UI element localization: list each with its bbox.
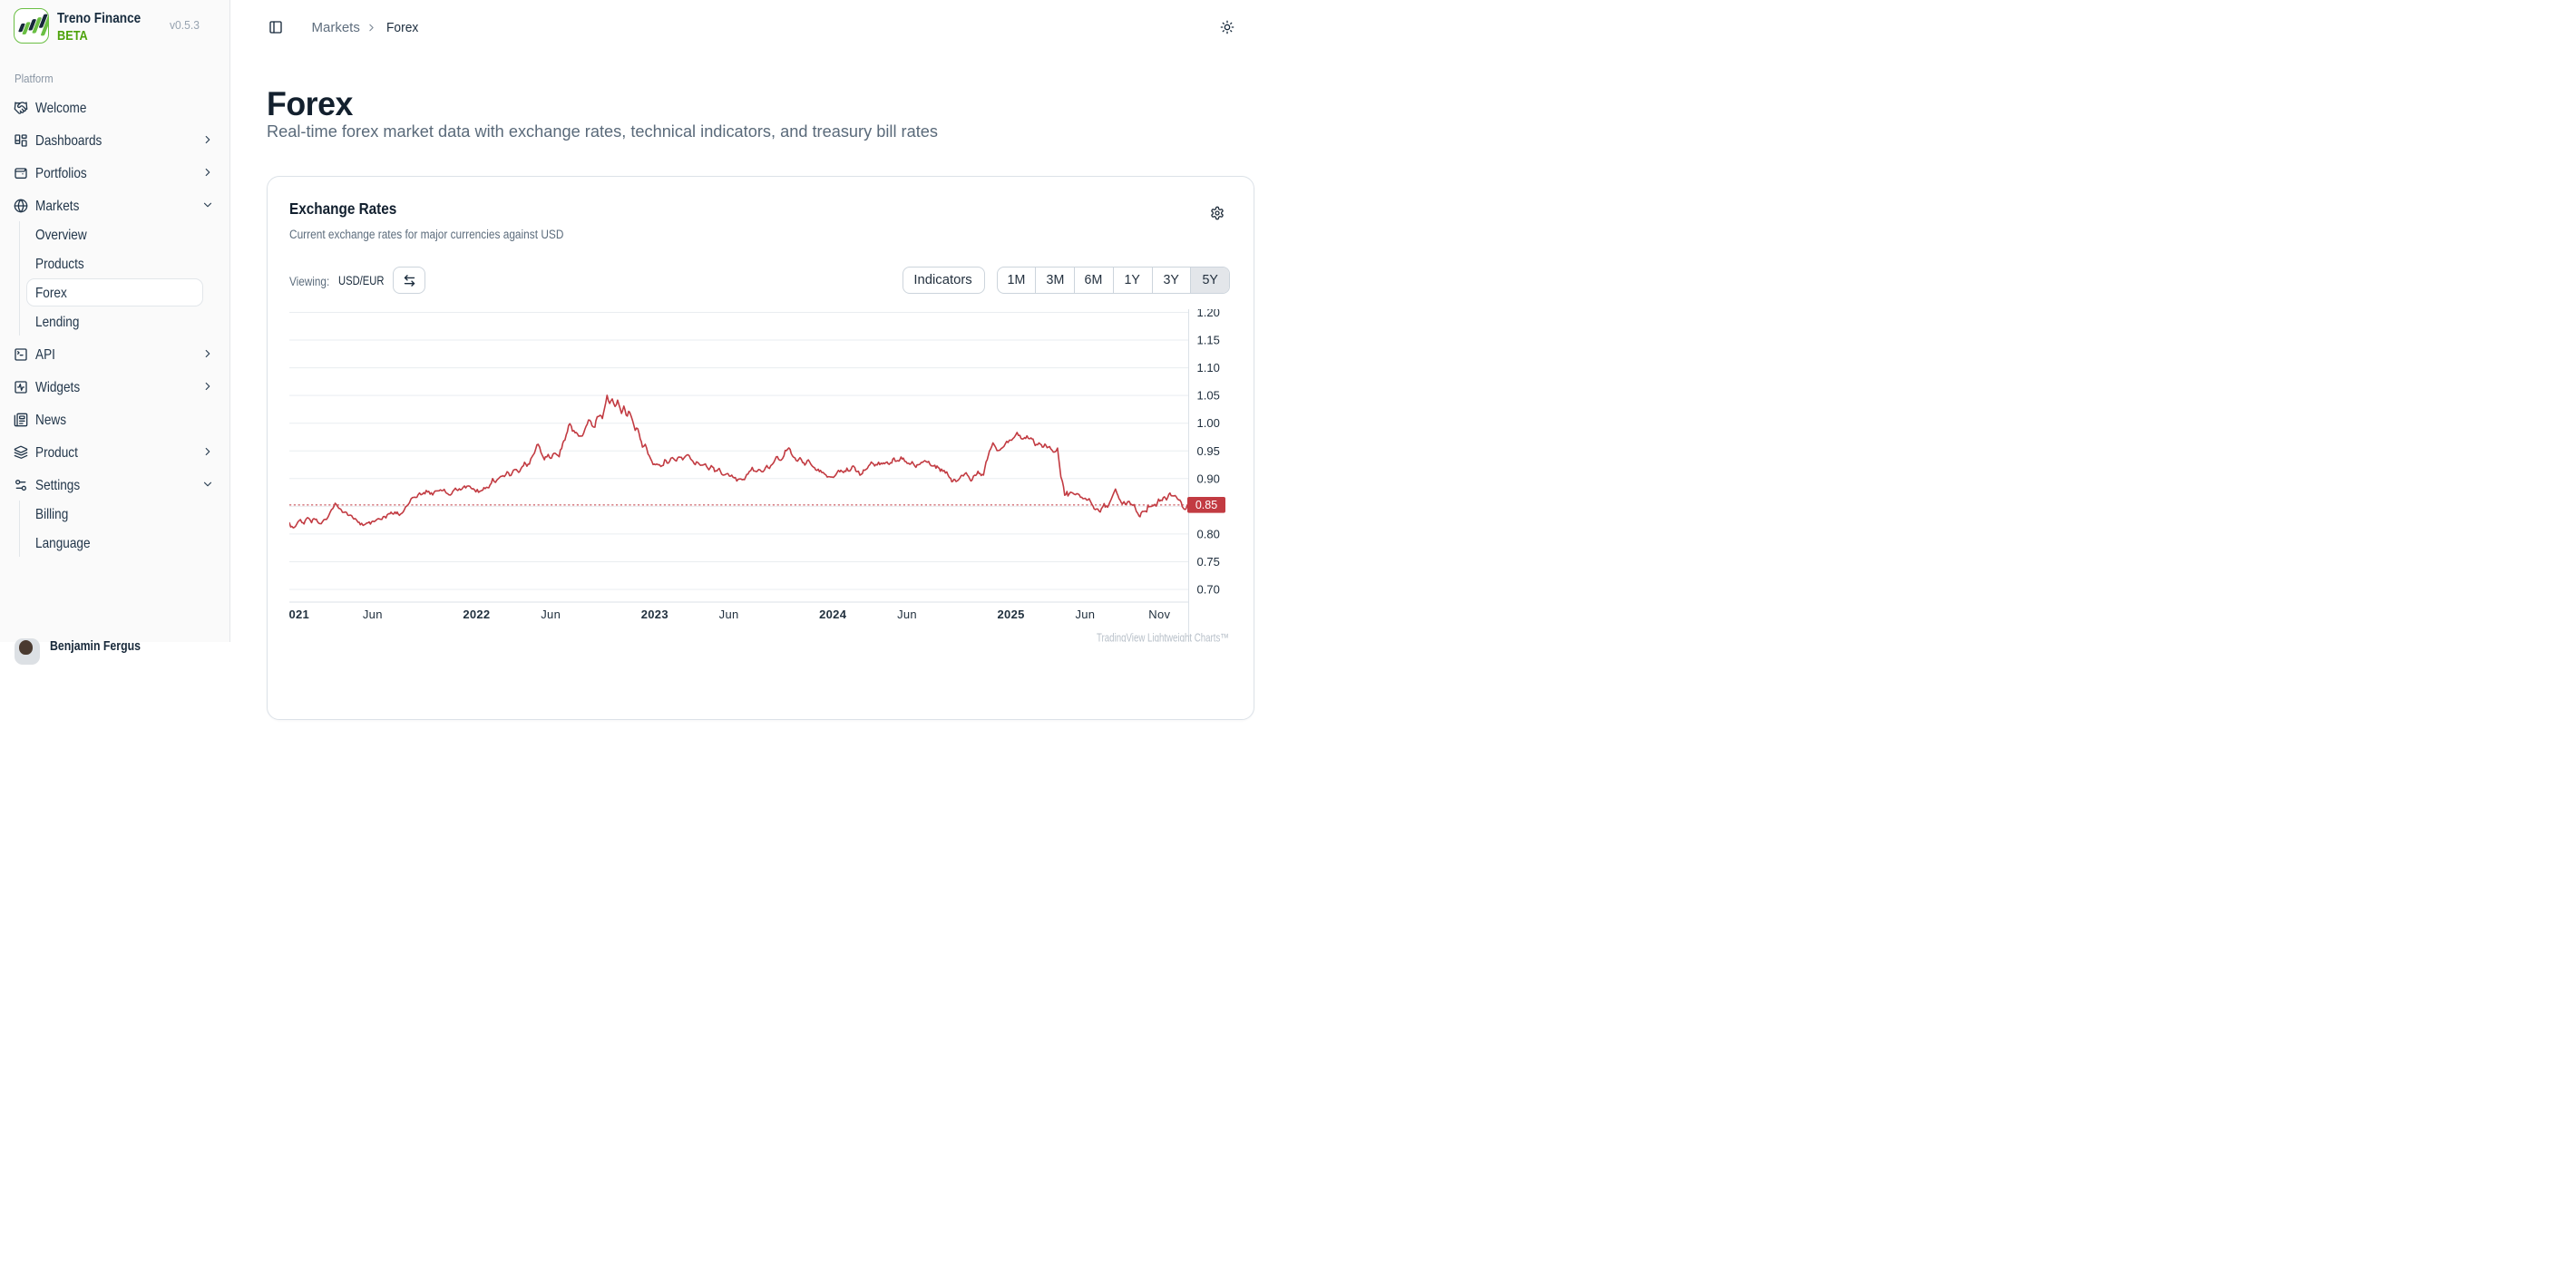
svg-text:0.75: 0.75	[1197, 555, 1220, 569]
svg-text:2024: 2024	[819, 608, 847, 621]
svg-text:0.85: 0.85	[1195, 499, 1217, 511]
svg-text:TradingView Lightweight Charts: TradingView Lightweight Charts™	[1097, 632, 1229, 643]
svg-text:2023: 2023	[641, 608, 668, 621]
svg-text:Nov: Nov	[1148, 608, 1170, 621]
svg-text:2025: 2025	[998, 608, 1025, 621]
svg-text:1.20: 1.20	[1197, 309, 1220, 319]
svg-text:0.80: 0.80	[1197, 527, 1220, 540]
svg-text:0.90: 0.90	[1197, 472, 1220, 485]
svg-text:2022: 2022	[463, 608, 490, 621]
svg-text:1.10: 1.10	[1197, 361, 1220, 374]
svg-text:Jun: Jun	[719, 608, 739, 621]
svg-text:1.15: 1.15	[1197, 334, 1220, 347]
svg-text:1.05: 1.05	[1197, 389, 1220, 403]
svg-text:0.95: 0.95	[1197, 444, 1220, 458]
svg-text:0.70: 0.70	[1197, 583, 1220, 597]
svg-text:Jun: Jun	[1075, 608, 1095, 621]
svg-text:1.00: 1.00	[1197, 416, 1220, 430]
svg-text:Jun: Jun	[897, 608, 917, 621]
svg-text:2021: 2021	[289, 608, 309, 621]
svg-text:Jun: Jun	[541, 608, 561, 621]
svg-text:Jun: Jun	[363, 608, 383, 621]
